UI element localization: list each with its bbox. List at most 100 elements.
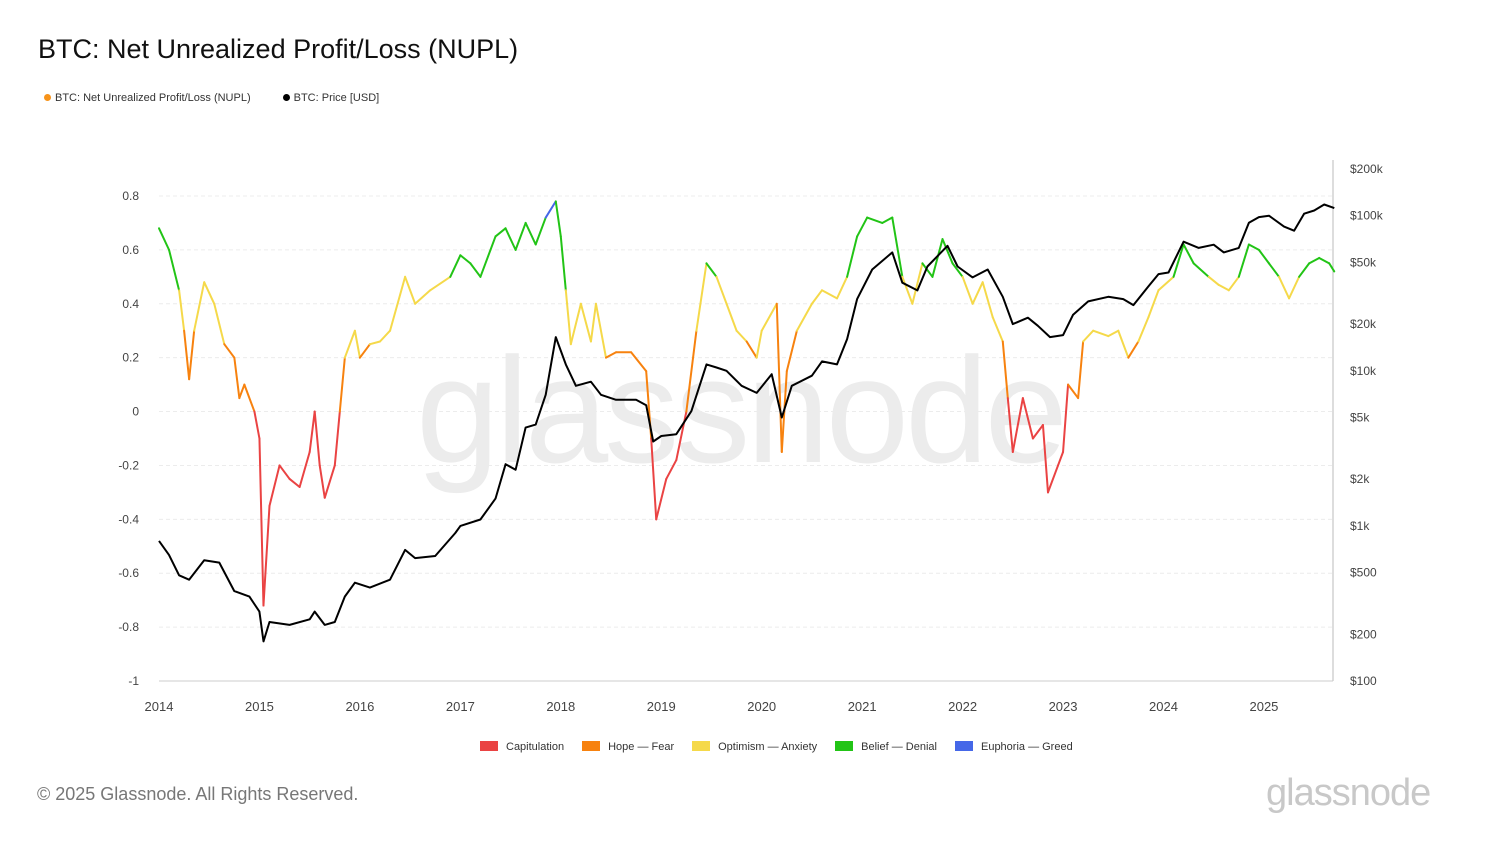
nupl-segment <box>353 329 361 359</box>
nupl-segment <box>846 235 859 278</box>
nupl-segment <box>1267 262 1281 278</box>
nupl-segment <box>298 450 311 488</box>
nupl-segment <box>193 281 206 332</box>
nupl-segment <box>1057 450 1065 467</box>
nupl-segment <box>178 289 186 332</box>
x-tick-label: 2025 <box>1249 699 1278 714</box>
nupl-segment <box>288 477 301 488</box>
nupl-segment <box>1046 464 1060 494</box>
nupl-segment <box>630 351 648 373</box>
nupl-segment <box>258 437 265 607</box>
nupl-segment <box>856 216 869 238</box>
watermark: glassnode <box>416 326 1064 494</box>
nupl-segment <box>951 262 964 278</box>
zone-legend-item[interactable]: Belief — Denial <box>835 741 937 753</box>
legend-item-nupl[interactable]: BTC: Net Unrealized Profit/Loss (NUPL) <box>44 92 251 104</box>
nupl-segment <box>755 329 763 359</box>
nupl-segment <box>1288 275 1301 300</box>
x-tick-label: 2015 <box>245 699 274 714</box>
nupl-segment <box>891 216 904 278</box>
nupl-segment <box>243 383 256 413</box>
nupl-segment <box>820 289 839 300</box>
nupl-segment <box>308 410 316 453</box>
nupl-segment <box>1257 248 1270 265</box>
nupl-segment <box>449 254 462 278</box>
zone-legend-item[interactable]: Capitulation <box>480 741 564 753</box>
nupl-segment <box>1172 243 1185 278</box>
nupl-segment <box>1147 289 1160 319</box>
nupl-segment <box>1247 243 1260 251</box>
nupl-segment <box>594 302 608 359</box>
nupl-segment <box>1127 340 1140 359</box>
nupl-segment <box>1207 275 1220 286</box>
nupl-segment <box>725 302 738 332</box>
nupl-segment <box>268 464 281 507</box>
nupl-segment <box>1328 262 1336 273</box>
y-right-tick-label: $2k <box>1350 472 1370 486</box>
legend-label-nupl: BTC: Net Unrealized Profit/Loss (NUPL) <box>55 92 251 104</box>
nupl-segment <box>1031 424 1044 440</box>
legend-item-price[interactable]: BTC: Price [USD] <box>282 92 380 104</box>
y-right-tick-label: $200k <box>1350 162 1384 176</box>
nupl-segment <box>429 275 452 292</box>
zone-label: Optimism — Anxiety <box>718 741 818 753</box>
nupl-segment <box>569 302 582 346</box>
zone-swatch <box>480 741 498 751</box>
zone-legend-item[interactable]: Optimism — Anxiety <box>692 741 817 753</box>
nupl-segment <box>389 275 407 332</box>
zone-legend: Capitulation Hope — Fear Optimism — Anxiet… <box>480 741 1073 753</box>
nupl-segment <box>1011 397 1024 453</box>
nupl-segment <box>404 275 417 305</box>
nupl-segment <box>262 504 271 607</box>
y-left-tick-label: 0.8 <box>122 189 139 203</box>
price-line <box>158 203 1335 643</box>
nupl-segment <box>921 262 934 278</box>
zone-swatch <box>582 741 601 751</box>
y-right-tick-label: $1k <box>1350 519 1370 533</box>
y-right-tick-label: $50k <box>1350 255 1377 269</box>
nupl-segment <box>961 275 974 305</box>
nupl-segment <box>1006 397 1014 453</box>
y-left-tick-label: 0 <box>132 405 139 419</box>
nupl-segment <box>705 262 718 278</box>
zone-legend-item[interactable]: Hope — Fear <box>582 741 674 753</box>
nupl-segment <box>479 235 497 278</box>
nupl-segment <box>911 262 924 305</box>
nupl-segment <box>1082 329 1095 343</box>
nupl-segment <box>665 459 678 480</box>
nupl-segment <box>981 281 994 319</box>
legend-label-price: BTC: Price [USD] <box>293 92 380 104</box>
nupl-segment <box>901 275 914 305</box>
x-tick-label: 2019 <box>647 699 676 714</box>
nupl-segment <box>655 477 668 521</box>
x-tick-label: 2016 <box>345 699 374 714</box>
x-tick-label: 2022 <box>948 699 977 714</box>
nupl-segment <box>1237 243 1250 278</box>
y-right-tick-label: $10k <box>1350 364 1377 378</box>
y-left-tick-label: -0.4 <box>118 512 139 526</box>
nupl-segment <box>715 275 728 305</box>
nupl-segment <box>343 329 356 359</box>
nupl-segment <box>253 410 261 440</box>
nupl-segment <box>785 329 798 373</box>
nupl-segment <box>931 238 944 278</box>
zone-legend-item[interactable]: Euphoria — Greed <box>954 741 1073 753</box>
nupl-segment <box>1062 383 1070 453</box>
y-left-tick-label: -0.6 <box>118 566 139 580</box>
x-tick-label: 2017 <box>446 699 475 714</box>
nupl-segment <box>318 464 326 499</box>
nupl-segment <box>333 410 341 467</box>
nupl-segment <box>579 302 592 343</box>
nupl-segment <box>168 248 181 292</box>
nupl-segment <box>213 302 226 346</box>
y-right-tick-label: $100k <box>1350 209 1384 223</box>
nupl-segment <box>775 302 783 453</box>
nupl-segment <box>1137 316 1150 343</box>
nupl-segment <box>1227 275 1240 292</box>
x-tick-label: 2021 <box>848 699 877 714</box>
nupl-segment <box>941 238 954 265</box>
y-right-tick-label: $500 <box>1350 566 1377 580</box>
nupl-segment <box>1182 243 1195 265</box>
nupl-segment <box>223 343 236 359</box>
